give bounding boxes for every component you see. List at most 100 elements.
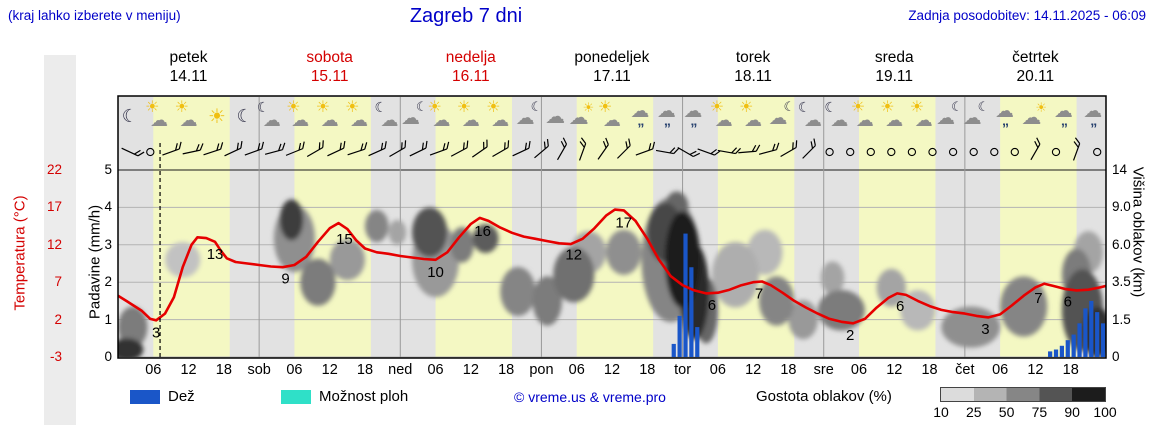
wind-barb-icon [717, 147, 741, 155]
rain-bar [695, 327, 700, 357]
barb-feather [795, 140, 798, 148]
barb-feather [343, 140, 346, 149]
wind-barb-icon [285, 141, 305, 156]
barb-shaft [182, 149, 201, 155]
cloud-height-tick-label: 6.0 [1112, 236, 1131, 252]
wind-barb-icon [347, 142, 368, 156]
barb-feather [175, 143, 178, 151]
barb-feather [628, 138, 631, 146]
x-tick-label: 06 [568, 362, 585, 378]
cloud-height-tick-label: 9.0 [1112, 199, 1131, 215]
precipitation-tick-label: 3 [104, 236, 112, 252]
calm-circle [907, 147, 917, 157]
x-tick-label: 12 [1027, 362, 1044, 378]
day-name: torek [735, 49, 771, 66]
wind-barb-icon [578, 137, 587, 161]
precipitation-tick-label: 2 [104, 274, 112, 290]
barb-shaft [655, 149, 674, 155]
barb-feather [735, 147, 741, 154]
barb-shaft-group [121, 147, 145, 157]
wind-barb-icon [1072, 137, 1081, 161]
temperature-tick-label: 12 [46, 236, 62, 252]
barb-feather [322, 140, 324, 148]
barb-shaft-group [635, 141, 656, 156]
barb-feather [710, 148, 717, 155]
credit-link[interactable]: © vreme.us & vreme.pro [514, 389, 666, 405]
barb-feather [462, 142, 465, 150]
temp-value-label: 7 [755, 286, 763, 303]
barb-shaft [450, 147, 468, 157]
barb-shaft [697, 148, 715, 156]
cloud-blob [553, 247, 595, 303]
day-header: četrtek 20.11 [965, 48, 1106, 86]
barb-feather [281, 142, 286, 150]
barb-shaft-group [203, 142, 224, 156]
barb-shaft [556, 143, 568, 161]
temp-value-label: 3 [981, 321, 989, 338]
barb-shaft [758, 149, 777, 155]
cloud-height-tick-label: 3.5 [1112, 274, 1131, 290]
barb-shaft-group [182, 143, 204, 155]
barb-shaft-group [534, 138, 549, 159]
cloud-blob [759, 276, 795, 326]
calm-circle [990, 147, 999, 157]
wind-barb-icon [162, 141, 182, 156]
calm-wind-icon [146, 147, 155, 157]
wind-barbs-row [121, 137, 1102, 161]
rain-bar [677, 315, 682, 357]
wind-barb-icon [758, 142, 780, 155]
wind-barb-icon [617, 138, 631, 159]
barb-shaft [578, 143, 587, 161]
barb-feather [524, 142, 528, 150]
calm-circle [846, 147, 855, 157]
barb-feather [714, 150, 721, 156]
cloud-blob [472, 224, 499, 254]
cloud-density-tick-label: 10 [933, 404, 949, 420]
wind-barb-icon [1030, 137, 1041, 161]
temp-value-label: 2 [846, 327, 854, 344]
barb-feather [216, 143, 220, 151]
barb-shaft-group [389, 140, 407, 158]
cloud-density-label: Gostota oblakov (%) [756, 388, 892, 405]
barb-feather [257, 143, 261, 151]
x-tick-label: 12 [321, 362, 338, 378]
barb-shaft-group [244, 141, 265, 156]
barb-shaft-group [780, 140, 798, 158]
barb-feather [442, 143, 446, 151]
cloud-blob [1082, 306, 1106, 357]
x-tick-label: 06 [709, 362, 726, 378]
calm-wind-icon [928, 147, 937, 157]
calm-wind-icon [990, 147, 999, 157]
temp-value-label: 15 [336, 231, 353, 248]
barb-feather [364, 142, 368, 150]
barb-shaft-group [578, 137, 587, 161]
barb-feather [689, 150, 697, 156]
cloud-density-tick-label: 25 [966, 404, 982, 420]
wind-barb-icon [780, 140, 798, 158]
barb-shaft-group [409, 140, 428, 157]
x-tick-label: 06 [145, 362, 162, 378]
day-header: petek 14.11 [118, 48, 259, 86]
barb-shaft [802, 145, 816, 159]
calm-wind-icon [846, 147, 855, 157]
barb-feather [483, 141, 485, 150]
barb-shaft [409, 147, 427, 157]
rain-bar [1089, 300, 1094, 357]
x-tick-label: sob [247, 362, 271, 378]
temp-value-label: 17 [615, 214, 632, 231]
barb-feather [810, 141, 814, 149]
barb-shaft [635, 148, 653, 156]
precipitation-tick-label: 1 [104, 311, 112, 327]
barb-shaft [597, 144, 609, 160]
barb-feather [772, 143, 776, 151]
cloud-blob [300, 258, 336, 306]
day-date: 18.11 [734, 68, 772, 85]
barb-feather [1034, 140, 1039, 148]
barb-shaft [1030, 143, 1041, 161]
calm-circle [969, 147, 978, 157]
page-title: Zagreb 7 dni [409, 5, 523, 27]
legend-showers-label: Možnost ploh [319, 388, 409, 405]
x-tick-label: pon [529, 362, 554, 378]
barb-shaft-group [617, 138, 631, 159]
